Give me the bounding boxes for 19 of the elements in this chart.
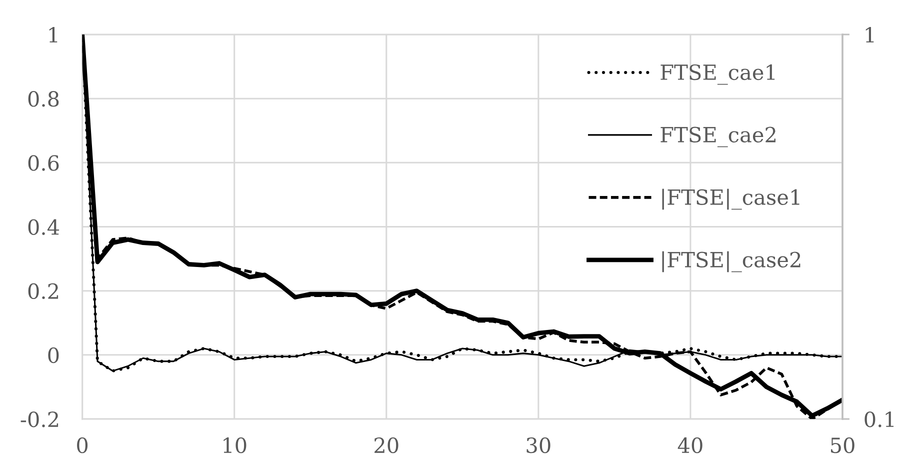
- legend-label: FTSE_cae1: [660, 64, 775, 85]
- y-tick-label: 0.2: [28, 283, 58, 300]
- x-tick-label: 30: [526, 437, 550, 454]
- y-tick-label: 1: [49, 26, 58, 42]
- y-tick-label: 0: [48, 347, 59, 364]
- y2-tick-label: 0.1: [864, 411, 894, 428]
- legend-label: |FTSE|_case2: [662, 251, 800, 272]
- legend-label: |FTSE|_case1: [662, 188, 800, 210]
- y2-tick-label: 1: [866, 26, 874, 42]
- x-tick-label: 50: [831, 437, 854, 454]
- x-tick-label: 40: [678, 437, 702, 454]
- y-tick-label: 0.6: [28, 155, 59, 171]
- y-tick-label: -0.2: [20, 411, 58, 428]
- x-tick-label: 10: [224, 437, 246, 454]
- legend-label: FTSE_cae2: [660, 126, 776, 148]
- x-tick-label: 20: [374, 437, 398, 454]
- x-tick-label: 0: [77, 437, 88, 454]
- y-tick-label: 0.8: [28, 91, 59, 107]
- y-tick-label: 0.4: [28, 219, 60, 235]
